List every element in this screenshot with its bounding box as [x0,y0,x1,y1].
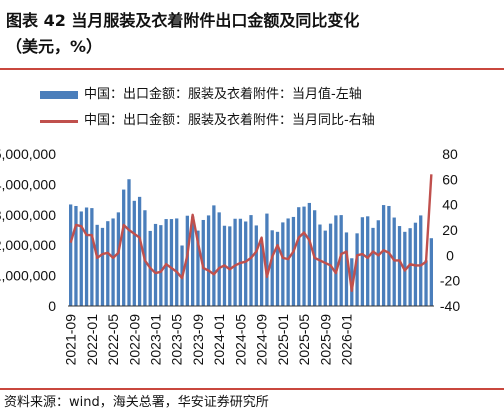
title-line-1: 图表 42 当月服装及衣着附件出口金额及同比变化 [6,8,502,34]
bar [292,217,295,306]
y-right-tick-label: 40 [442,197,458,213]
bar [127,179,130,306]
y-left-tick-label: 0 [48,298,56,314]
bar [154,224,157,306]
y-left-tick-label: 4,000,000 [0,176,56,192]
x-tick-label: 2024-05 [232,314,248,366]
bar [430,238,433,306]
bar [371,228,374,306]
bar [308,203,311,306]
bar [286,218,289,306]
bar [297,207,300,306]
source-note: 资料来源：wind，海关总署，华安证券研究所 [0,388,504,415]
bar [96,225,99,306]
x-tick-label: 2023-01 [148,314,164,366]
bar [318,225,321,306]
bar [74,206,77,306]
bar [111,218,114,306]
bar [255,225,258,306]
y-right-tick-label: 60 [442,171,458,187]
bar [271,230,274,306]
bar [164,219,167,306]
combo-chart: 0 1,000,000 2,000,000 3,000,000 4,000,000 5,0… [0,140,504,386]
bar [101,228,104,306]
legend-line-label: 中国：出口金额：服装及衣着附件：当月同比-右轴 [84,108,375,134]
bar [212,205,215,306]
title-divider [0,68,504,70]
chart-title: 图表 42 当月服装及衣着附件出口金额及同比变化 （美元，%） [6,8,502,60]
bar [345,232,348,306]
y-right-tick-label: -40 [440,298,460,314]
bar [424,260,427,306]
y-left-tick-label: 5,000,000 [0,146,56,162]
bar [138,197,141,306]
y-left-tick-label: 1,000,000 [0,268,56,284]
bar [334,215,337,306]
legend-line-swatch [40,120,78,123]
bar [244,221,247,306]
bar [361,217,364,306]
y-right-tick-label: 0 [446,247,454,263]
bar [207,215,210,306]
bar [393,218,396,306]
bar [366,216,369,306]
bar [90,208,93,306]
bar [398,226,401,306]
bar [377,220,380,306]
bar [302,207,305,306]
x-tick-label: 2023-09 [190,314,206,366]
bar [324,231,327,306]
bar [249,215,252,306]
chart-legend: 中国：出口金额：服装及衣着附件：当月值-左轴 中国：出口金额：服装及衣着附件：当… [40,82,375,134]
bar [133,201,136,306]
bar [281,222,284,306]
y-right-tick-label: -20 [440,273,460,289]
title-line-2: （美元，%） [6,34,502,60]
bar [233,219,236,306]
x-tick-label: 2026-01 [339,314,355,366]
x-tick-label: 2025-09 [317,314,333,366]
bar [175,218,178,306]
y-right-tick-label: 80 [442,146,458,162]
bar [122,190,125,306]
x-tick-label: 2023-05 [169,314,185,366]
legend-bar-swatch [40,91,78,99]
x-tick-label: 2022-09 [126,314,142,366]
x-tick-label: 2022-05 [105,314,121,366]
y-right-tick-label: 20 [442,222,458,238]
bar [218,212,221,306]
bar [117,212,120,306]
bar [85,208,88,307]
x-tick-label: 2025-01 [275,314,291,366]
bar [228,226,231,306]
bar [159,225,162,306]
x-tick-label: 2024-01 [211,314,227,366]
bar [170,219,173,306]
x-tick-label: 2022-01 [84,314,100,366]
bar [69,204,72,306]
y-left-tick-label: 2,000,000 [0,237,56,253]
legend-item-line: 中国：出口金额：服装及衣着附件：当月同比-右轴 [40,108,375,134]
legend-item-bar: 中国：出口金额：服装及衣着附件：当月值-左轴 [40,82,375,108]
y-left-tick-label: 3,000,000 [0,207,56,223]
bar [382,205,385,306]
x-tick-label: 2021-09 [63,314,79,366]
bar [276,232,279,306]
x-tick-label: 2025-05 [296,314,312,366]
legend-bar-label: 中国：出口金额：服装及衣着附件：当月值-左轴 [84,82,362,108]
bar [106,221,109,306]
bar [419,215,422,306]
x-tick-label: 2024-09 [254,314,270,366]
